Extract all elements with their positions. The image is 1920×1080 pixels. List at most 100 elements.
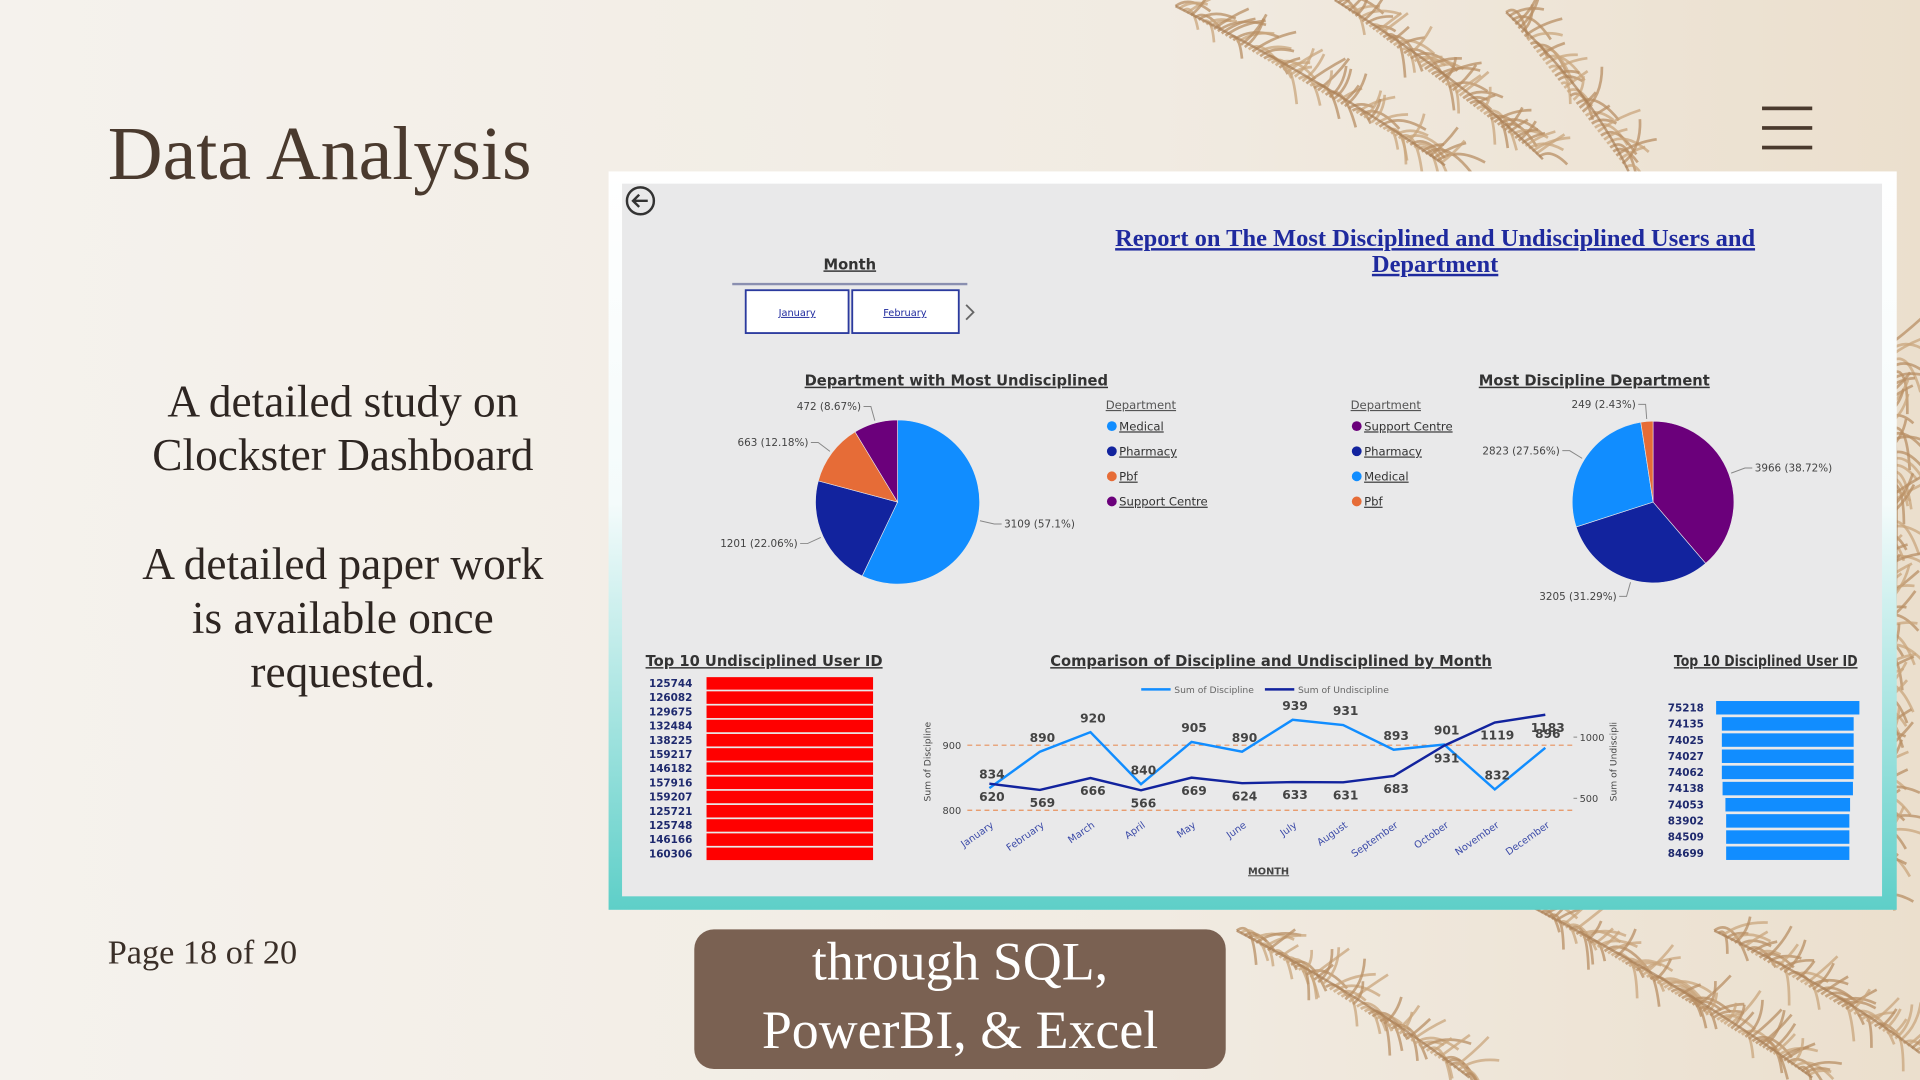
grass-strand bbox=[1347, 103, 1375, 110]
y2-axis-title: Sum of Undiscipli bbox=[1608, 722, 1619, 801]
slicer-option[interactable] bbox=[744, 289, 850, 334]
legend-marker bbox=[1106, 496, 1117, 507]
grass-strand bbox=[1503, 106, 1524, 132]
grass-stem bbox=[1236, 929, 1471, 1079]
data-label: 472 (8.67%) bbox=[797, 401, 861, 413]
data-label: 663 (12.18%) bbox=[738, 437, 809, 449]
grass-strand bbox=[1596, 939, 1639, 949]
data-label: 1201 (22.06%) bbox=[720, 538, 797, 550]
slicer-next[interactable] bbox=[965, 304, 975, 321]
legend-label: Sum of Discipline bbox=[1174, 685, 1254, 696]
grass-strand bbox=[1869, 997, 1900, 1025]
grass-strand bbox=[1910, 1038, 1920, 1050]
grass-strand bbox=[1464, 1072, 1478, 1080]
bar bbox=[1722, 781, 1853, 796]
grass-strand bbox=[1317, 949, 1334, 984]
data-label: 931 bbox=[1333, 704, 1359, 718]
description-line: A detailed paper work bbox=[142, 539, 544, 589]
bar bbox=[1716, 701, 1860, 715]
data-label: 901 bbox=[1434, 724, 1460, 738]
grass-strand bbox=[1581, 66, 1604, 113]
y-tick-label: 900 bbox=[943, 741, 962, 752]
grass-strand bbox=[1389, 25, 1410, 44]
grass-strand bbox=[1538, 41, 1566, 58]
data-label: 939 bbox=[1282, 699, 1308, 713]
y-tick-label: 74027 bbox=[1668, 751, 1704, 763]
grass-strand bbox=[1355, 95, 1396, 115]
bar bbox=[706, 748, 874, 761]
grass-strand bbox=[1538, 152, 1569, 166]
chart-title: Most Discipline Department bbox=[1479, 373, 1710, 390]
grass-strand bbox=[1255, 45, 1292, 55]
grass-strand bbox=[1410, 1018, 1447, 1042]
legend-marker bbox=[1351, 496, 1362, 507]
grass-strand bbox=[1462, 90, 1504, 100]
grass-strand bbox=[1726, 990, 1762, 1028]
grass-strand bbox=[1374, 113, 1409, 126]
data-label: 666 bbox=[1080, 784, 1106, 798]
bar bbox=[1726, 814, 1850, 828]
grass-strand bbox=[1642, 944, 1675, 976]
grass-strand bbox=[1278, 944, 1299, 959]
grass-strand bbox=[1417, 55, 1443, 65]
leader-line bbox=[1638, 403, 1648, 420]
y2-tick-label: 500 bbox=[1580, 794, 1599, 805]
button[interactable] bbox=[694, 929, 1226, 1069]
grass-strand bbox=[1328, 65, 1348, 99]
grass-strand bbox=[1427, 62, 1454, 73]
grass-strand bbox=[1800, 1060, 1843, 1073]
data-label: 896 bbox=[1535, 727, 1561, 741]
y-tick-label: 74025 bbox=[1668, 735, 1704, 747]
data-label: 3109 (57.1%) bbox=[1004, 519, 1075, 531]
grass-strand bbox=[1278, 56, 1301, 69]
grass-strand bbox=[1551, 56, 1588, 74]
grass-strand bbox=[1878, 1008, 1898, 1030]
grass-strand bbox=[1606, 137, 1650, 153]
data-label: 3205 (31.29%) bbox=[1539, 591, 1616, 603]
grass-strand bbox=[1240, 13, 1268, 46]
grass-stem bbox=[1505, 11, 1630, 172]
menu-icon[interactable] bbox=[1762, 106, 1813, 150]
grass-strand bbox=[1398, 1011, 1414, 1035]
slicer-option[interactable] bbox=[851, 289, 960, 334]
grass-strand bbox=[1286, 48, 1324, 74]
bar bbox=[706, 819, 874, 832]
grass-strand bbox=[1493, 108, 1532, 124]
grass-strand bbox=[1783, 939, 1807, 974]
data-label: 683 bbox=[1383, 782, 1409, 796]
legend-label: Pharmacy bbox=[1364, 445, 1422, 459]
grass-strand bbox=[1352, 981, 1365, 1006]
grass-strand bbox=[1332, 68, 1353, 101]
y-tick-label: 138225 bbox=[649, 735, 692, 747]
grass-strand bbox=[1578, 91, 1597, 109]
back-button[interactable] bbox=[625, 186, 656, 216]
y-tick-label: 146182 bbox=[649, 763, 692, 775]
description-line: Clockster Dashboard bbox=[152, 430, 534, 480]
slicer-title: Month bbox=[823, 256, 876, 273]
grass-strand bbox=[1406, 1017, 1432, 1040]
bar bbox=[706, 804, 874, 818]
grass-strand bbox=[1691, 1000, 1722, 1011]
grass-strand bbox=[1406, 25, 1433, 57]
y-tick-label: 132484 bbox=[649, 721, 692, 733]
grass-strand bbox=[1344, 73, 1368, 108]
button-text: through SQL, bbox=[812, 932, 1108, 992]
menu-bar bbox=[1762, 126, 1813, 130]
y2-tick-label: 1000 bbox=[1580, 733, 1605, 744]
grass-strand bbox=[1305, 57, 1346, 85]
grass-strand bbox=[1460, 1069, 1480, 1080]
grass-strand bbox=[1399, 47, 1416, 73]
data-label: 1183 bbox=[1531, 721, 1565, 735]
grass-strand bbox=[1458, 70, 1490, 97]
bar bbox=[1721, 733, 1854, 747]
legend-marker bbox=[1106, 471, 1117, 482]
grass-strand bbox=[1713, 926, 1750, 962]
x-axis-title: MONTH bbox=[1248, 866, 1289, 877]
grass-strand bbox=[1363, 90, 1383, 119]
grass-strand bbox=[1340, 84, 1360, 105]
grass-strand bbox=[1807, 1069, 1832, 1077]
grass-strand bbox=[1575, 98, 1620, 122]
grass-strand bbox=[1653, 958, 1673, 983]
y-tick-label: 129675 bbox=[649, 706, 692, 718]
data-label: 840 bbox=[1131, 763, 1157, 777]
